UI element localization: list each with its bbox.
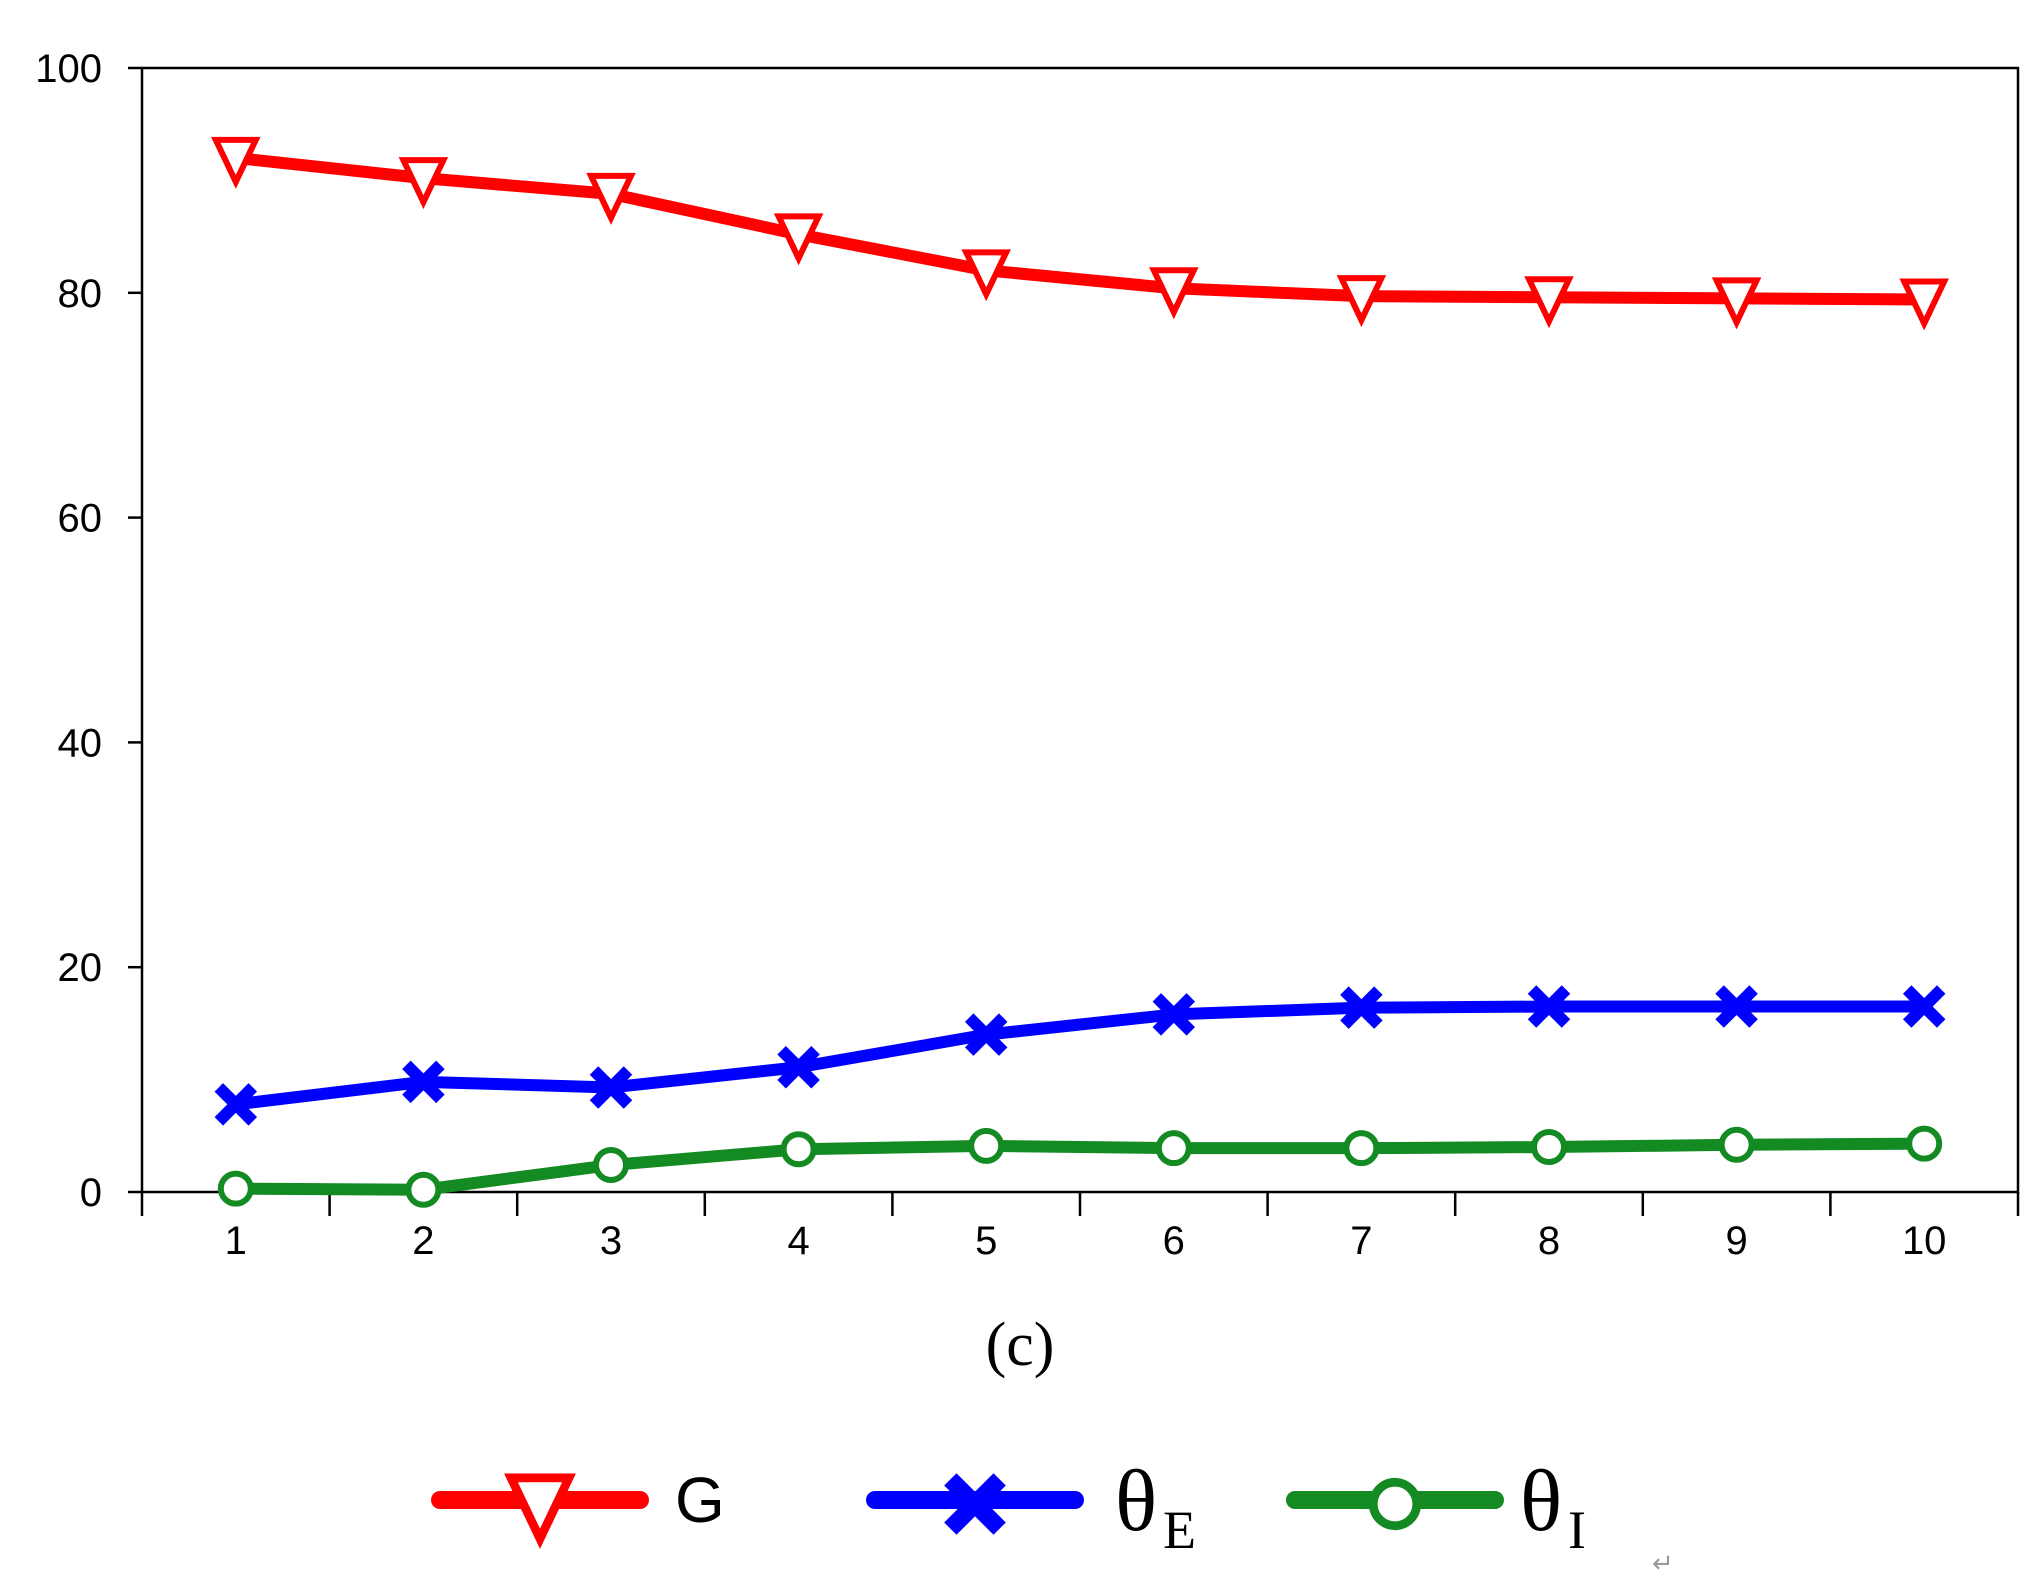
data-point xyxy=(1343,1130,1380,1167)
data-point xyxy=(1336,275,1387,328)
data-point xyxy=(1718,1126,1755,1163)
data-point xyxy=(961,249,1011,302)
data-point xyxy=(1155,1130,1192,1167)
x-tick-label: 4 xyxy=(787,1219,809,1263)
data-point xyxy=(1899,278,1949,331)
legend-swatch-marker xyxy=(504,1473,576,1549)
data-point-stroke xyxy=(589,1066,633,1109)
data-point xyxy=(586,172,636,225)
legend-item-1: G xyxy=(431,1464,725,1549)
data-point xyxy=(398,157,449,210)
data-point xyxy=(968,1127,1005,1164)
x-tick-label: 2 xyxy=(412,1219,434,1263)
series-line xyxy=(229,1137,1931,1196)
x-axis: 1 2 3 4 5 6 7 8 9 10 xyxy=(140,1192,2020,1263)
data-point xyxy=(777,1045,820,1089)
y-axis: 0 20 40 60 80 100 xyxy=(35,47,142,1215)
data-point-stroke xyxy=(1152,993,1196,1036)
x-tick-label: 5 xyxy=(975,1219,997,1263)
series-line xyxy=(229,151,1931,306)
data-point xyxy=(1340,986,1383,1029)
y-tick-label: 0 xyxy=(80,1171,102,1215)
x-tick-label: 7 xyxy=(1350,1219,1372,1263)
legend-label-subscript: I xyxy=(1568,1500,1586,1560)
x-tick-label: 8 xyxy=(1538,1219,1560,1263)
data-point xyxy=(1152,993,1196,1036)
data-point xyxy=(1149,267,1199,320)
panel-label: (c) xyxy=(986,1311,1055,1379)
series-2 xyxy=(214,985,1946,1126)
data-point xyxy=(1524,276,1574,329)
data-point xyxy=(1531,1129,1567,1166)
y-tick-label: 100 xyxy=(35,47,102,91)
data-point xyxy=(217,1170,254,1207)
legend-swatch-marker xyxy=(944,1473,1006,1535)
legend-label: θ xyxy=(1115,1453,1157,1550)
data-point xyxy=(1906,1125,1943,1162)
data-point xyxy=(405,1171,442,1208)
data-point-stroke xyxy=(1527,985,1571,1028)
data-point-stroke xyxy=(1715,985,1758,1028)
data-point-stroke xyxy=(964,1013,1008,1056)
y-tick-label: 20 xyxy=(58,946,103,990)
y-tick-label: 40 xyxy=(58,721,103,765)
data-point xyxy=(1902,985,1946,1028)
y-tick-label: 80 xyxy=(58,272,103,316)
series-layer xyxy=(211,136,1949,1208)
x-tick-label: 1 xyxy=(225,1219,247,1263)
legend-swatch-marker-stroke xyxy=(944,1473,1006,1535)
series-3 xyxy=(217,1125,1943,1208)
data-point-stroke xyxy=(214,1083,258,1126)
data-point xyxy=(593,1147,629,1184)
series-1 xyxy=(211,136,1949,331)
y-tick-label: 60 xyxy=(58,497,103,541)
legend-swatch-marker xyxy=(1368,1477,1422,1531)
x-tick-label: 3 xyxy=(600,1219,622,1263)
data-point xyxy=(211,136,261,189)
data-point xyxy=(1711,277,1762,330)
data-point-stroke xyxy=(1902,985,1946,1028)
return-mark: ↵ xyxy=(1652,1549,1674,1577)
data-point xyxy=(964,1013,1008,1056)
x-tick-label: 10 xyxy=(1902,1219,1947,1263)
data-point xyxy=(773,213,824,266)
legend-label-subscript: E xyxy=(1163,1500,1196,1560)
series-line xyxy=(229,1000,1931,1111)
data-point xyxy=(402,1060,445,1104)
x-tick-label: 9 xyxy=(1725,1219,1747,1263)
x-tick-label: 6 xyxy=(1163,1219,1185,1263)
data-point xyxy=(589,1066,633,1109)
data-point xyxy=(780,1131,817,1168)
data-point xyxy=(1715,985,1758,1028)
data-point xyxy=(214,1083,258,1126)
data-point-stroke xyxy=(402,1060,445,1104)
data-point-stroke xyxy=(777,1045,820,1089)
data-point-stroke xyxy=(1340,986,1383,1029)
legend-label: θ xyxy=(1520,1453,1562,1550)
data-point xyxy=(1527,985,1571,1028)
legend-label: G xyxy=(675,1464,725,1536)
